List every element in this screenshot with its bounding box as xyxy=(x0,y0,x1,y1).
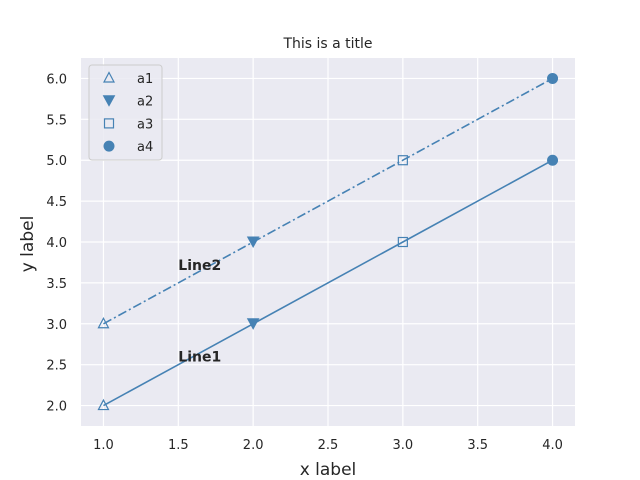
y-tick-label: 5.0 xyxy=(46,154,67,169)
marker-point-a2 xyxy=(246,318,260,330)
y-tick-label: 4.0 xyxy=(46,236,67,251)
legend-marker-a1 xyxy=(103,71,115,83)
marker-point-a3 xyxy=(397,155,408,166)
legend-box xyxy=(88,64,163,161)
x-tick-label: 2.5 xyxy=(318,438,339,453)
x-tick-label: 4.0 xyxy=(542,438,563,453)
legend-label: a3 xyxy=(137,117,153,132)
series-line-1 xyxy=(103,159,553,407)
x-axis-label: x label xyxy=(300,460,357,480)
legend-marker-a4 xyxy=(103,140,115,152)
x-tick-label: 3.5 xyxy=(467,438,488,453)
y-tick-label: 2.5 xyxy=(46,359,67,374)
legend-marker-a3 xyxy=(103,118,115,129)
marker-point-a1 xyxy=(97,316,110,329)
y-tick-label: 3.5 xyxy=(46,277,67,292)
chart-title: This is a title xyxy=(282,36,372,52)
x-tick-labels: 1.0 1.5 2.0 2.5 3.0 3.5 4.0 xyxy=(93,438,563,453)
marker-point-a3 xyxy=(397,236,408,248)
legend-label: a4 xyxy=(137,140,153,155)
x-tick-label: 2.0 xyxy=(243,438,264,453)
series-line-2 xyxy=(103,77,553,325)
y-tick-label: 5.5 xyxy=(46,113,67,128)
annotations: Line1 Line2 xyxy=(178,258,221,366)
marker-point-a4 xyxy=(547,72,559,84)
marker-point-a2 xyxy=(246,236,260,249)
marker-points xyxy=(97,72,559,411)
y-tick-label: 4.5 xyxy=(46,195,67,210)
annotation-label: Line2 xyxy=(178,258,221,274)
annotation-label: Line1 xyxy=(178,349,221,365)
x-tick-label: 3.0 xyxy=(393,438,414,453)
x-tick-label: 1.0 xyxy=(93,438,114,453)
legend-label: a1 xyxy=(137,72,153,87)
x-tick-label: 1.5 xyxy=(168,438,189,453)
series-lines xyxy=(103,77,553,407)
y-tick-label: 6.0 xyxy=(46,72,67,87)
marker-point-a4 xyxy=(547,154,559,166)
legend: a1 a2 a3 a4 xyxy=(88,64,163,161)
y-tick-label: 2.0 xyxy=(46,400,67,415)
y-axis-label: y label xyxy=(18,216,38,273)
y-tick-labels: 2.0 2.5 3.0 3.5 4.0 4.5 5.0 5.5 6.0 xyxy=(46,72,67,414)
marker-point-a1 xyxy=(97,398,110,411)
legend-marker-a2 xyxy=(102,95,116,107)
y-tick-label: 3.0 xyxy=(46,318,67,333)
legend-label: a2 xyxy=(137,95,153,110)
